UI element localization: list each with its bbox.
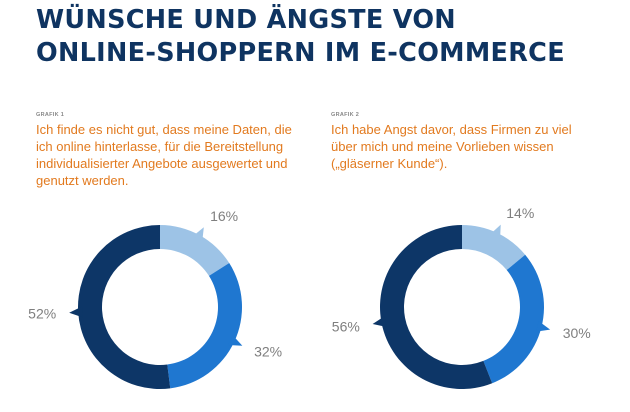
page-title: WÜNSCHE UND ÄNGSTE VON ONLINE-SHOPPERN I… <box>36 4 565 70</box>
donut-1-percent-label: 16% <box>210 208 238 224</box>
donut-1-slice-light <box>160 225 230 276</box>
donut-1-percent-label: 52% <box>28 306 56 322</box>
donut-2-percent-label: 30% <box>563 325 591 341</box>
donut-2-label-pointer-2 <box>372 316 387 327</box>
page-title-line-2: ONLINE-SHOPPERN IM E-COMMERCE <box>36 38 565 68</box>
chart-1-kicker: GRAFIK 1 <box>36 112 65 118</box>
donut-2-percent-label: 56% <box>332 318 360 334</box>
donut-1-label-pointer-1 <box>228 335 243 346</box>
donut-2-slice-mid <box>483 254 544 384</box>
donut-1-label-pointer-0 <box>192 227 204 242</box>
donut-2-slice-light <box>462 225 526 271</box>
donut-1-percent-label: 32% <box>254 343 282 359</box>
donut-1-slice-mid <box>167 263 242 389</box>
donut-2-label-pointer-1 <box>536 321 551 332</box>
donut-2-label-pointer-0 <box>490 224 501 239</box>
chart-1-question: Ich finde es nicht gut, dass meine Daten… <box>36 122 292 188</box>
chart-2-question: Ich habe Angst davor, dass Firmen zu vie… <box>331 122 572 171</box>
donut-2-percent-label: 14% <box>506 205 534 221</box>
donut-2-slice-dark <box>379 225 493 389</box>
chart-2-kicker: GRAFIK 2 <box>331 112 360 118</box>
donut-1-slice-dark <box>77 225 171 390</box>
page-title-line-1: WÜNSCHE UND ÄNGSTE VON <box>36 5 456 35</box>
donut-1-label-pointer-2 <box>69 306 83 318</box>
